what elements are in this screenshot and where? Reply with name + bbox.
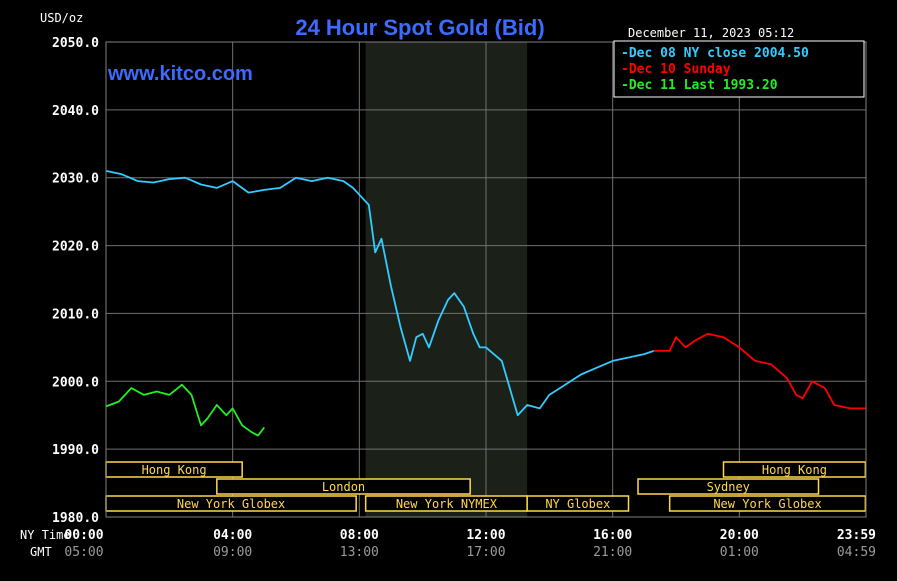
x-tick-label-ny: 00:00 — [64, 528, 103, 543]
session-label: London — [322, 480, 365, 494]
site-watermark: www.kitco.com — [107, 63, 253, 85]
plot-frame — [105, 41, 867, 518]
y-axis-unit-label: USD/oz — [40, 11, 83, 25]
legend-entry: -Dec 11 Last 1993.20 — [621, 78, 778, 93]
session-label: New York Globex — [713, 497, 821, 511]
y-tick-label: 2040.0 — [52, 104, 99, 119]
x-tick-label-ny: 16:00 — [593, 528, 632, 543]
session-label: Hong Kong — [762, 463, 827, 477]
price-series — [105, 170, 866, 437]
x-tick-label-gmt: 13:00 — [340, 545, 379, 560]
nymex-shaded-region — [365, 42, 528, 517]
y-tick-label: 2000.0 — [52, 375, 99, 390]
x-tick-label-ny: 08:00 — [340, 528, 379, 543]
session-bar — [722, 461, 867, 478]
chart-title: 24 Hour Spot Gold (Bid) — [295, 15, 544, 40]
x-tick-label-gmt: 09:00 — [213, 545, 252, 560]
legend-entry: -Dec 10 Sunday — [621, 62, 731, 77]
x-tick-label-ny: 12:00 — [466, 528, 505, 543]
session-label: Hong Kong — [142, 463, 207, 477]
x-tick-label-ny: 04:00 — [213, 528, 252, 543]
y-tick-label: 1990.0 — [52, 443, 99, 458]
x-tick-label-ny: 20:00 — [720, 528, 759, 543]
session-bar — [637, 478, 820, 495]
series-line — [105, 383, 266, 437]
session-label: New York NYMEX — [396, 497, 498, 511]
session-bar — [526, 495, 630, 512]
x-axis-ticks: 00:00 05:00 04:00 09:00 08:00 13:00 12:00 17:00… — [64, 528, 876, 560]
session-label: Sydney — [707, 480, 750, 494]
x-tick-label-ny: 23:59 — [837, 528, 876, 543]
y-tick-label: 1980.0 — [52, 511, 99, 526]
x-tick-label-gmt: 04:59 — [837, 545, 876, 560]
x-tick-label-gmt: 17:00 — [466, 545, 505, 560]
x-tick-label-gmt: 01:00 — [720, 545, 759, 560]
legend-box — [613, 40, 865, 98]
market-sessions: Hong Kong London New York Globex New York N… — [105, 461, 867, 512]
y-tick-label: 2030.0 — [52, 172, 99, 187]
y-tick-label: 2010.0 — [52, 307, 99, 322]
y-tick-label: 2050.0 — [52, 36, 99, 51]
y-tick-label: 2020.0 — [52, 240, 99, 255]
session-label: New York Globex — [177, 497, 285, 511]
session-bar — [668, 495, 867, 512]
series-line — [105, 170, 655, 417]
legend: -Dec 08 NY close 2004.50-Dec 10 Sunday-D… — [613, 40, 865, 98]
x-tick-label-gmt: 05:00 — [64, 545, 103, 560]
session-label: NY Globex — [545, 497, 610, 511]
timestamp: December 11, 2023 05:12 — [628, 26, 794, 40]
y-axis-ticks: 2050.0 2040.0 2030.0 2020.0 2010.0 2000.0 1990… — [52, 36, 99, 526]
x-tick-label-gmt: 21:00 — [593, 545, 632, 560]
session-bar — [216, 478, 471, 495]
series-line — [653, 332, 866, 410]
gmt-label: GMT — [30, 545, 52, 559]
legend-entry: -Dec 08 NY close 2004.50 — [621, 46, 809, 61]
ny-time-label: NY Time — [20, 528, 71, 542]
